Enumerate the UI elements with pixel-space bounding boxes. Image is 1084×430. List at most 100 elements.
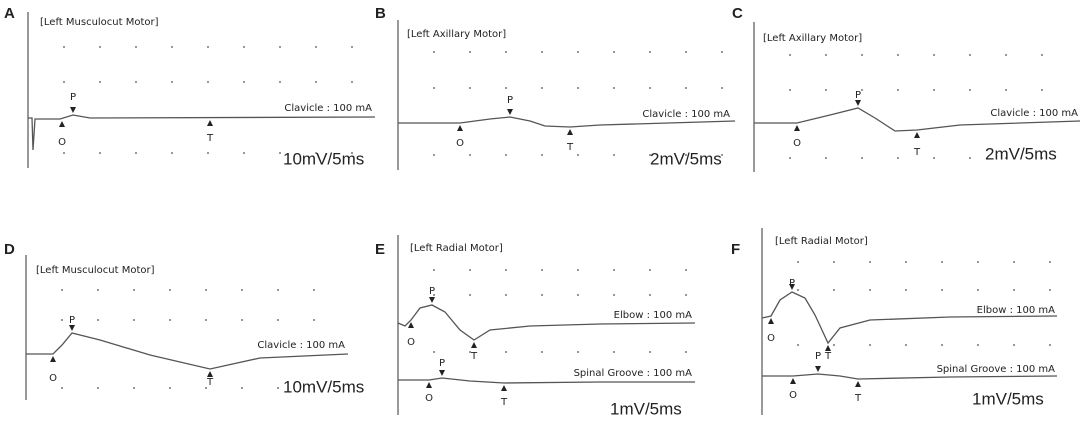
grid-dot — [171, 46, 173, 48]
grid-dot — [1041, 157, 1043, 159]
scale-label: 10mV/5ms — [283, 377, 364, 396]
grid-dot — [649, 51, 651, 53]
marker-label: T — [824, 351, 832, 362]
grid-dot — [649, 154, 651, 156]
marker-label: T — [206, 133, 214, 144]
grid-dot — [1013, 261, 1015, 263]
marker-label: T — [854, 393, 862, 404]
marker-arrow — [426, 382, 432, 388]
grid-dot — [133, 387, 135, 389]
grid-dot — [1041, 54, 1043, 56]
marker-arrow — [70, 107, 76, 113]
grid-dot — [1005, 54, 1007, 56]
grid-dot — [577, 294, 579, 296]
panel-letter: D — [4, 241, 15, 258]
grid-dot — [941, 261, 943, 263]
marker-arrow — [408, 322, 414, 328]
waveform — [398, 116, 736, 128]
grid-dot — [685, 351, 687, 353]
marker-arrow — [567, 129, 573, 135]
grid-dot — [315, 152, 317, 154]
grid-dot — [207, 152, 209, 154]
panel-title: [Left Axillary Motor] — [763, 33, 862, 44]
marker-arrow — [439, 370, 445, 376]
grid-dot — [541, 87, 543, 89]
grid-dot — [315, 81, 317, 83]
grid-dot — [721, 154, 723, 156]
grid-dot — [241, 319, 243, 321]
grid-dot — [505, 269, 507, 271]
marker-arrow — [855, 100, 861, 106]
grid-dot — [869, 344, 871, 346]
grid-dot — [469, 154, 471, 156]
grid-dot — [469, 51, 471, 53]
panel: C [Left Axillary Motor] 2mV/5ms Clavicle : … — [732, 5, 1081, 172]
marker-label: O — [58, 137, 66, 148]
scale-label: 1mV/5ms — [610, 399, 682, 418]
marker-label: T — [913, 147, 921, 158]
grid-dot — [613, 294, 615, 296]
grid-dot — [541, 269, 543, 271]
grid-dot — [135, 152, 137, 154]
grid-dot — [685, 269, 687, 271]
grid-dot — [721, 87, 723, 89]
grid-dot — [469, 87, 471, 89]
grid-dot — [789, 54, 791, 56]
grid-dot — [433, 154, 435, 156]
grid-dot — [1013, 344, 1015, 346]
grid-dot — [969, 89, 971, 91]
trace-label: Elbow : 100 mA — [977, 305, 1055, 316]
grid-dot — [941, 289, 943, 291]
grid-dot — [933, 54, 935, 56]
grid-dot — [721, 51, 723, 53]
grid-dot — [97, 289, 99, 291]
grid-dot — [977, 289, 979, 291]
grid-dot — [577, 87, 579, 89]
grid-dot — [505, 294, 507, 296]
grid-dot — [789, 89, 791, 91]
grid-dot — [685, 154, 687, 156]
grid-dot — [797, 344, 799, 346]
grid-dot — [61, 319, 63, 321]
waveform — [397, 304, 696, 341]
grid-dot — [351, 81, 353, 83]
grid-dot — [433, 351, 435, 353]
grid-dot — [797, 289, 799, 291]
grid-dot — [243, 81, 245, 83]
grid-dot — [685, 294, 687, 296]
marker-arrow — [457, 125, 463, 131]
waveform — [398, 377, 695, 384]
grid-dot — [61, 289, 63, 291]
grid-dot — [969, 157, 971, 159]
panel-letter: E — [375, 241, 385, 258]
marker-arrow — [768, 318, 774, 324]
marker-label: P — [70, 92, 76, 103]
grid-dot — [133, 289, 135, 291]
marker-arrow — [789, 284, 795, 290]
scale-label: 2mV/5ms — [650, 149, 722, 168]
grid-dot — [1041, 89, 1043, 91]
grid-dot — [469, 351, 471, 353]
grid-dot — [351, 152, 353, 154]
marker-label: O — [793, 138, 801, 149]
grid-dot — [1049, 261, 1051, 263]
grid-dot — [279, 81, 281, 83]
marker-arrow — [50, 356, 56, 362]
marker-label: P — [507, 95, 513, 106]
grid-dot — [243, 46, 245, 48]
marker-label: O — [425, 393, 433, 404]
grid-dot — [933, 89, 935, 91]
grid-dot — [541, 154, 543, 156]
panel-letter: C — [732, 5, 743, 22]
grid-dot — [613, 351, 615, 353]
grid-dot — [169, 289, 171, 291]
grid-dot — [541, 294, 543, 296]
grid-dot — [169, 387, 171, 389]
marker-arrow — [815, 366, 821, 372]
marker-arrow — [429, 297, 435, 303]
marker-arrow — [855, 381, 861, 387]
grid-dot — [313, 289, 315, 291]
grid-dot — [135, 46, 137, 48]
trace-label: Spinal Groove : 100 mA — [937, 364, 1056, 375]
grid-dot — [133, 319, 135, 321]
